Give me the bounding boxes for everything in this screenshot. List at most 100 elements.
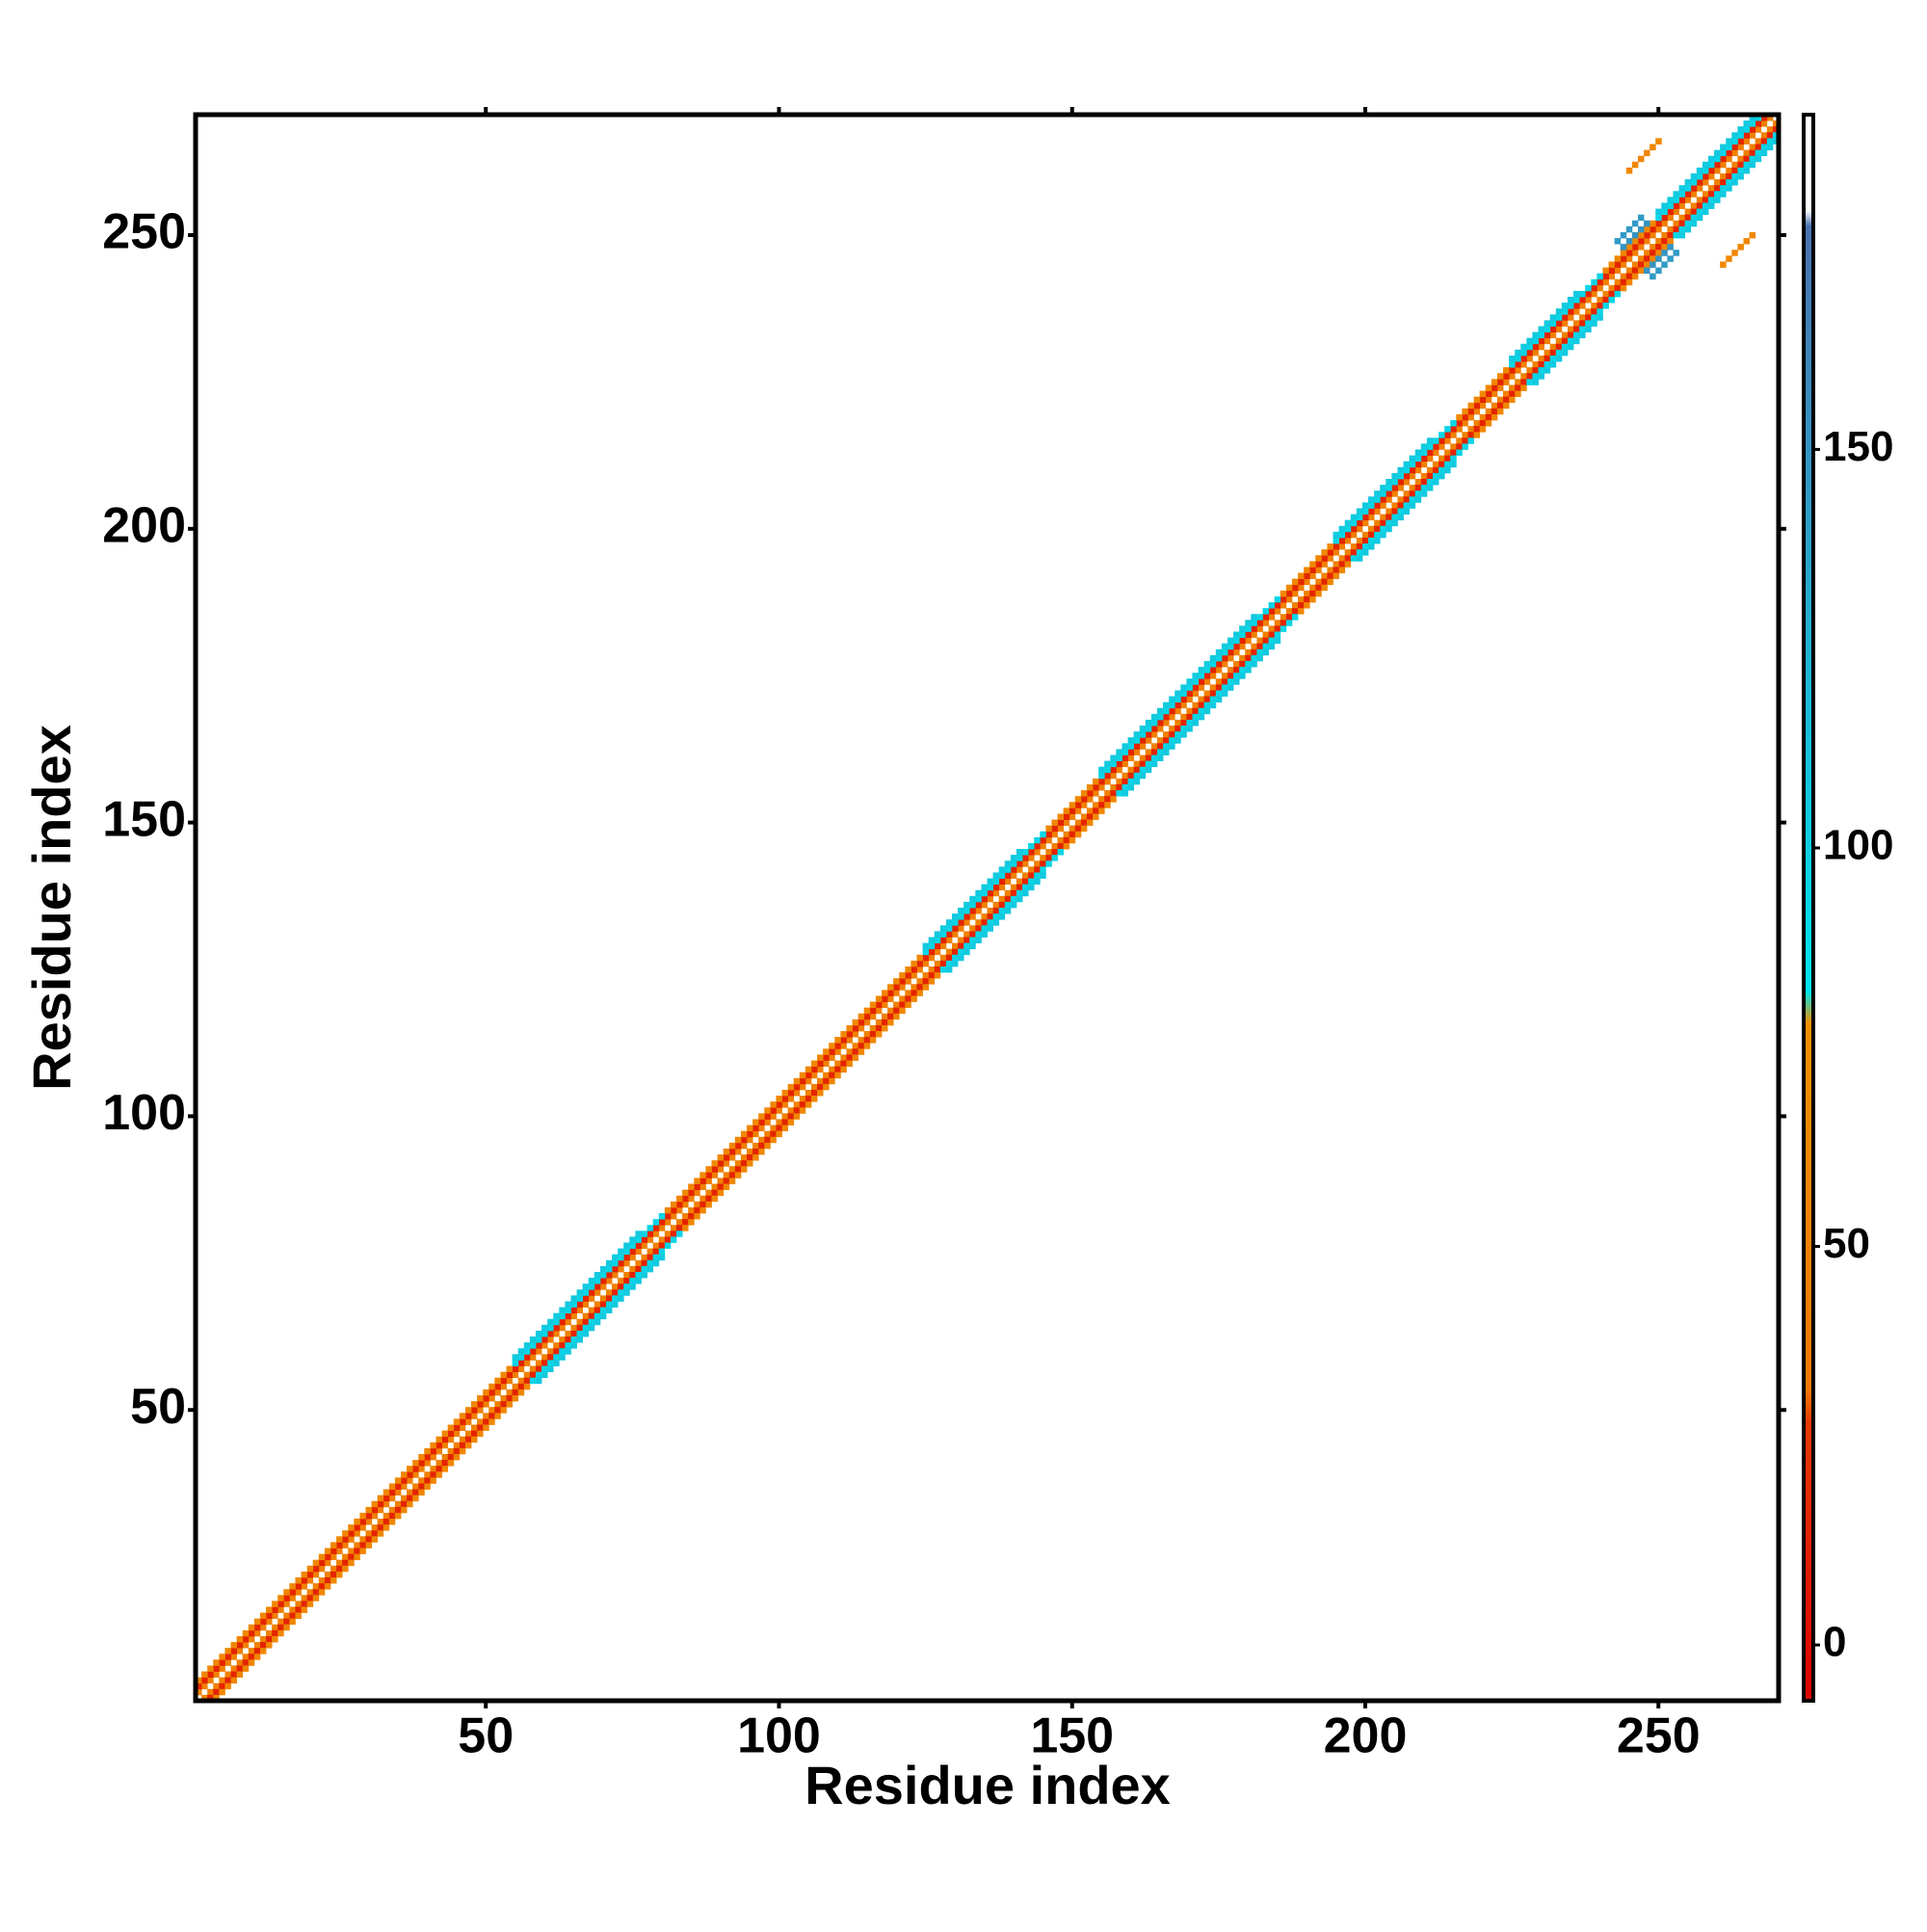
contact-cell [1098,778,1105,785]
contact-cell [1420,485,1428,491]
contact-cell [565,1337,571,1343]
contact-cell [207,1665,214,1672]
contact-cell [336,1536,343,1543]
contact-cell [893,984,900,991]
contact-cell [641,1265,647,1273]
contact-cell [869,1037,877,1044]
contact-cell [1549,343,1557,351]
contact-cell [817,1054,824,1061]
contact-cell [734,1172,742,1178]
contact-cell [1439,455,1445,463]
contact-cell [359,1548,366,1554]
colorbar-tick-label: 150 [1823,423,1893,470]
contact-cell [723,1154,730,1161]
contact-cell [998,884,1006,891]
contact-cell [1104,778,1111,785]
contact-cell [1104,790,1111,797]
contact-cell [1637,225,1645,233]
contact-cell [1063,842,1070,850]
contact-cell [975,925,982,932]
contact-cell [793,1113,801,1120]
contact-cell [728,1172,736,1178]
contact-cell [1567,296,1574,304]
contact-cell [1684,220,1692,227]
contact-cell [1221,643,1228,650]
contact-cell [928,954,936,962]
contact-cell [752,1154,759,1161]
contact-cell [324,1576,331,1584]
contact-cell [1749,126,1756,133]
contact-cell [277,1595,284,1601]
contact-cell [975,908,982,914]
contact-cell [1321,549,1328,556]
contact-cell [517,1383,525,1390]
contact-cell [1139,766,1147,774]
contact-cell [588,1307,595,1314]
contact-cell [1766,126,1774,133]
contact-cell [934,972,941,979]
contact-cell [682,1213,689,1220]
contact-cell [295,1612,302,1620]
contact-cell [1074,807,1082,814]
contact-cell [1637,238,1645,245]
contact-cell [1450,455,1457,463]
contact-cell [1104,772,1111,780]
contact-cell [277,1629,284,1637]
contact-cell [1116,778,1122,785]
contact-cell [283,1612,290,1620]
contact-cell [863,1013,871,1020]
contact-cell [1637,244,1645,251]
contact-cell [1760,132,1768,139]
contact-cell [570,1324,577,1332]
contact-cell [330,1553,337,1561]
contact-cell [1526,337,1533,345]
contact-cell [1139,754,1147,761]
contact-cell [1333,537,1340,544]
contact-cell [1127,737,1135,744]
contact-cell [1696,167,1703,174]
contact-cell [1169,713,1175,721]
contact-cell [1432,437,1439,444]
contact-cell [1515,355,1521,362]
contact-cell [1150,713,1158,721]
contact-cell [348,1530,355,1537]
contact-cell [512,1389,519,1396]
contact-cell [359,1524,366,1531]
contact-cell [1209,701,1217,709]
contact-cell [694,1206,700,1214]
contact-cell [1726,167,1732,174]
contact-cell [1397,485,1404,491]
contact-cell [377,1524,384,1531]
contact-cell [911,995,917,1002]
contact-cell [1597,273,1603,280]
contact-cell [1450,461,1457,468]
contact-cell [1414,478,1422,486]
contact-cell [1145,726,1152,732]
contact-cell [330,1565,337,1573]
contact-cell [758,1113,765,1120]
contact-cell [1614,261,1622,268]
contact-cell [477,1430,484,1438]
contact-cell [407,1495,413,1502]
contact-cell [253,1654,261,1660]
contact-cell [1344,537,1352,544]
contact-cell [500,1371,507,1379]
contact-cell [430,1477,436,1484]
contact-cell [805,1101,812,1108]
contact-cell [1737,132,1744,139]
contact-cell [846,1060,853,1067]
contact-cell [388,1506,396,1514]
contact-cell [447,1436,455,1443]
contact-cell [1028,842,1035,850]
contact-cell [682,1201,689,1208]
contact-cell [829,1043,835,1049]
contact-cell [1374,496,1381,503]
contact-cell [1731,167,1738,174]
contact-cell [547,1365,554,1373]
contact-cell [1016,895,1023,903]
contact-cell [1291,590,1299,597]
contact-cell [964,919,970,926]
contact-cell [1555,349,1563,357]
contact-cell [975,937,982,943]
contact-cell [253,1624,261,1631]
